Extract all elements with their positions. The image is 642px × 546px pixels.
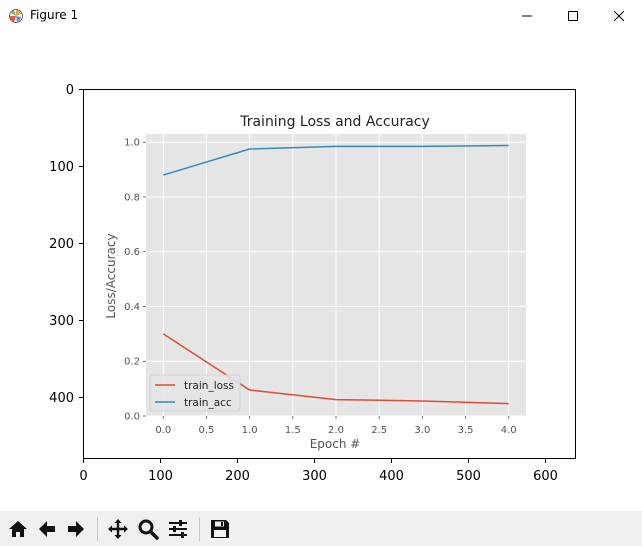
configure-subplots-button[interactable]: [164, 515, 192, 543]
x-tick-label: 2.5: [371, 425, 387, 436]
outer-x-tick-label: 500: [456, 469, 481, 484]
forward-button[interactable]: [62, 515, 90, 543]
pan-button[interactable]: [104, 515, 132, 543]
toolbar-separator: [199, 517, 200, 541]
navigation-toolbar: [0, 511, 642, 546]
matplotlib-icon: [8, 8, 24, 24]
grid: [146, 134, 526, 417]
legend: train_loss train_acc: [149, 374, 241, 412]
y-axis: 0.0 0.2 0.4 0.6 0.8 1.0: [124, 138, 146, 423]
maximize-button[interactable]: [550, 0, 596, 32]
outer-y-tick-label: 400: [49, 391, 74, 406]
x-tick-label: 1.5: [285, 425, 301, 436]
close-button[interactable]: [596, 0, 642, 32]
y-tick-label: 0.4: [124, 302, 140, 313]
outer-y-axis: 0 100 200 300 400: [49, 83, 83, 406]
title-bar: Figure 1: [0, 0, 642, 32]
series-line-train-loss: [162, 333, 509, 405]
x-tick-label: 3.0: [414, 425, 430, 436]
series-line-train-acc: [163, 144, 509, 176]
x-tick-label: 0.0: [155, 425, 171, 436]
zoom-button[interactable]: [134, 515, 162, 543]
y-tick-label: 0.2: [124, 357, 140, 368]
legend-label: train_loss: [184, 380, 234, 392]
window-title: Figure 1: [30, 8, 79, 22]
outer-x-tick-label: 200: [225, 469, 250, 484]
outer-y-tick-label: 200: [49, 237, 74, 252]
outer-x-tick-label: 600: [533, 469, 558, 484]
outer-y-tick-label: 100: [49, 160, 74, 175]
outer-x-tick-label: 400: [379, 469, 404, 484]
y-tick-label: 1.0: [124, 138, 140, 149]
save-button[interactable]: [206, 515, 234, 543]
x-axis-label: Epoch #: [310, 437, 361, 451]
outer-y-tick-label: 300: [49, 314, 74, 329]
outer-x-tick-label: 300: [302, 469, 327, 484]
y-axis-label: Loss/Accuracy: [104, 233, 118, 318]
series-layer: [162, 144, 509, 405]
minimize-button[interactable]: [504, 0, 550, 32]
x-tick-label: 0.5: [199, 425, 215, 436]
chart-title: Training Loss and Accuracy: [239, 114, 430, 130]
y-tick-label: 0.6: [124, 247, 140, 258]
figure-canvas[interactable]: 0 100 200 300 400 500 600 0 100 200 300 …: [0, 32, 642, 511]
home-button[interactable]: [4, 515, 32, 543]
outer-x-axis: 0 100 200 300 400 500 600: [79, 459, 558, 484]
x-axis: 0.0 0.5 1.0 1.5 2.0 2.5 3.0 3.5 4.0: [155, 416, 517, 436]
legend-label: train_acc: [184, 397, 232, 409]
figure-svg: 0 100 200 300 400 500 600 0 100 200 300 …: [49, 83, 576, 484]
outer-x-tick-label: 0: [79, 469, 87, 484]
outer-x-tick-label: 100: [148, 469, 173, 484]
x-tick-label: 3.5: [458, 425, 474, 436]
x-tick-label: 4.0: [501, 425, 517, 436]
toolbar-separator: [97, 517, 98, 541]
x-tick-label: 1.0: [242, 425, 258, 436]
y-tick-label: 0.0: [124, 412, 140, 423]
x-tick-label: 2.0: [328, 425, 344, 436]
outer-y-tick-label: 0: [66, 83, 74, 98]
y-tick-label: 0.8: [124, 192, 140, 203]
back-button[interactable]: [33, 515, 61, 543]
